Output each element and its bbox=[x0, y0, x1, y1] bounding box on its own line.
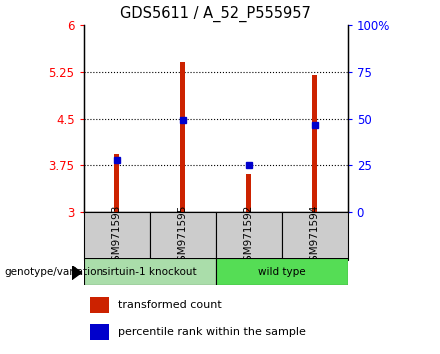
Bar bbox=[246, 173, 251, 212]
Bar bbox=[216, 258, 348, 285]
Text: GSM971593: GSM971593 bbox=[112, 205, 121, 268]
Text: sirtuin-1 knockout: sirtuin-1 knockout bbox=[102, 267, 197, 277]
Bar bbox=[150, 212, 216, 260]
Text: percentile rank within the sample: percentile rank within the sample bbox=[118, 327, 306, 337]
Text: GSM971594: GSM971594 bbox=[310, 205, 319, 268]
Title: GDS5611 / A_52_P555957: GDS5611 / A_52_P555957 bbox=[120, 6, 311, 22]
Polygon shape bbox=[72, 266, 81, 280]
Bar bbox=[84, 258, 216, 285]
Bar bbox=[91, 297, 110, 313]
Bar bbox=[216, 212, 282, 260]
Bar bbox=[180, 62, 185, 212]
Bar bbox=[84, 212, 150, 260]
Bar bbox=[91, 324, 110, 340]
Text: transformed count: transformed count bbox=[118, 300, 222, 310]
Bar bbox=[114, 154, 119, 212]
Text: GSM971595: GSM971595 bbox=[178, 205, 187, 268]
Bar bbox=[282, 212, 348, 260]
Text: wild type: wild type bbox=[258, 267, 305, 277]
Text: GSM971592: GSM971592 bbox=[244, 205, 253, 268]
Text: genotype/variation: genotype/variation bbox=[4, 267, 103, 277]
Bar bbox=[312, 75, 317, 212]
